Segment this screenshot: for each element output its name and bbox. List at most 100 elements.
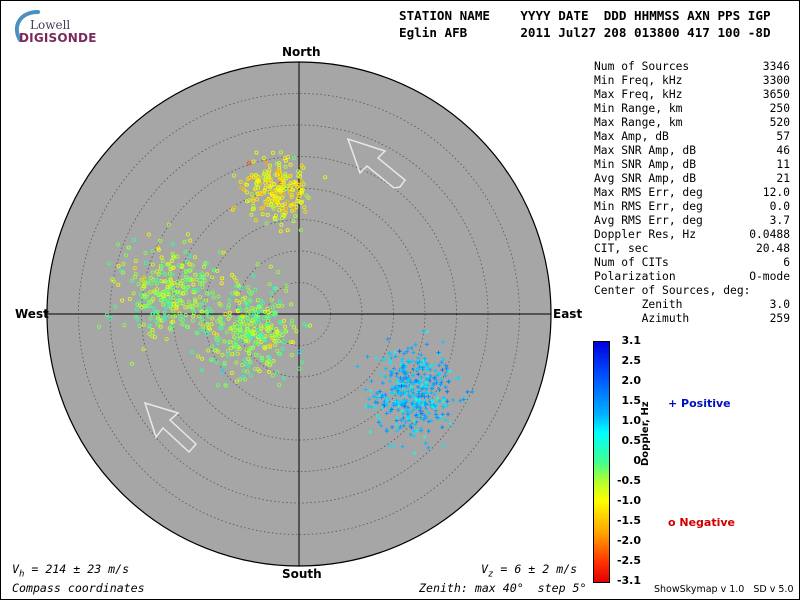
source-point-negative bbox=[293, 182, 298, 187]
source-point-negative bbox=[255, 197, 260, 202]
source-point-negative bbox=[202, 278, 207, 283]
source-point-negative bbox=[282, 214, 287, 219]
source-point-negative bbox=[302, 322, 307, 327]
source-point-negative bbox=[264, 221, 269, 226]
source-point-negative bbox=[174, 304, 179, 309]
stat-label: Doppler Res, Hz bbox=[594, 228, 697, 241]
source-point-negative bbox=[238, 335, 243, 340]
source-point-negative bbox=[200, 316, 205, 321]
colorbar-tick: 3.1 bbox=[621, 334, 642, 347]
source-point-negative bbox=[167, 285, 172, 290]
source-point-positive bbox=[418, 378, 423, 383]
source-point-negative bbox=[293, 180, 298, 185]
coordinates-note: Compass coordinates bbox=[12, 581, 145, 595]
source-point-negative bbox=[276, 270, 281, 275]
source-point-negative bbox=[266, 176, 271, 181]
source-point-negative bbox=[256, 305, 261, 310]
source-point-negative bbox=[214, 348, 219, 353]
source-point-negative bbox=[238, 285, 243, 290]
source-point-negative bbox=[243, 295, 248, 300]
source-point-negative bbox=[272, 310, 277, 315]
source-point-negative bbox=[266, 329, 271, 334]
stat-label: Polarization bbox=[594, 270, 676, 283]
source-point-positive bbox=[401, 363, 406, 368]
source-point-negative bbox=[133, 258, 138, 263]
stat-label: Max RMS Err, deg bbox=[594, 186, 703, 199]
source-point-negative bbox=[301, 165, 306, 170]
source-point-negative bbox=[292, 208, 297, 213]
source-point-positive bbox=[432, 375, 437, 380]
logo-text-lowell: Lowell bbox=[30, 18, 71, 32]
source-point-positive bbox=[436, 371, 441, 376]
drift-arrow-ne bbox=[346, 137, 407, 189]
colorbar-tick: -1.5 bbox=[616, 514, 641, 527]
source-point-negative bbox=[194, 330, 199, 335]
source-point-negative bbox=[258, 181, 263, 186]
source-point-negative bbox=[265, 198, 270, 203]
source-point-negative bbox=[257, 369, 262, 374]
source-point-positive bbox=[385, 403, 390, 408]
source-point-negative bbox=[250, 207, 255, 212]
source-point-positive bbox=[416, 356, 421, 361]
source-point-negative bbox=[150, 248, 155, 253]
source-point-negative bbox=[116, 242, 121, 247]
source-point-positive bbox=[389, 372, 394, 377]
source-point-positive bbox=[390, 384, 395, 389]
source-point-negative bbox=[211, 295, 216, 300]
source-point-negative bbox=[238, 316, 243, 321]
source-point-negative bbox=[269, 291, 274, 296]
source-point-negative bbox=[288, 162, 293, 167]
source-point-positive bbox=[432, 391, 437, 396]
source-point-negative bbox=[175, 254, 180, 259]
stat-value: 12.0 bbox=[762, 186, 790, 199]
source-point-negative bbox=[154, 287, 159, 292]
source-point-negative bbox=[268, 343, 273, 348]
source-point-negative bbox=[260, 357, 265, 362]
source-point-negative bbox=[134, 307, 139, 312]
colorbar-tick: 0.5 bbox=[621, 434, 642, 447]
source-point-negative bbox=[248, 321, 253, 326]
source-point-negative bbox=[289, 302, 294, 307]
source-point-negative bbox=[142, 296, 147, 301]
source-point-negative bbox=[167, 301, 172, 306]
source-point-negative bbox=[301, 182, 306, 187]
source-point-positive bbox=[427, 411, 432, 416]
source-point-positive bbox=[391, 403, 396, 408]
source-point-negative bbox=[280, 346, 285, 351]
source-point-negative bbox=[306, 195, 311, 200]
source-point-negative bbox=[157, 238, 162, 243]
source-point-negative bbox=[293, 213, 298, 218]
colorbar-tick: -0.5 bbox=[616, 474, 641, 487]
source-point-negative bbox=[206, 326, 211, 331]
source-point-negative bbox=[274, 339, 279, 344]
source-point-negative bbox=[175, 279, 180, 284]
source-point-negative bbox=[270, 305, 275, 310]
source-point-negative bbox=[235, 330, 240, 335]
source-point-negative bbox=[143, 261, 148, 266]
colorbar-tick: 1.5 bbox=[621, 394, 642, 407]
source-point-positive bbox=[413, 422, 418, 427]
source-point-positive bbox=[399, 383, 404, 388]
stat-value: 0.0488 bbox=[749, 228, 790, 241]
source-point-positive bbox=[381, 402, 386, 407]
source-point-positive bbox=[440, 425, 445, 430]
source-point-negative bbox=[214, 337, 219, 342]
stat-value: 3346 bbox=[762, 60, 790, 73]
source-point-negative bbox=[122, 323, 127, 328]
source-point-positive bbox=[437, 399, 442, 404]
source-point-negative bbox=[163, 279, 168, 284]
source-point-negative bbox=[283, 172, 288, 177]
source-point-positive bbox=[414, 379, 419, 384]
source-point-positive bbox=[393, 354, 398, 359]
source-point-negative bbox=[184, 285, 189, 290]
source-point-negative bbox=[228, 326, 233, 331]
source-point-negative bbox=[148, 275, 153, 280]
source-point-positive bbox=[396, 381, 401, 386]
source-point-negative bbox=[253, 218, 258, 223]
source-point-negative bbox=[171, 265, 176, 270]
source-point-positive bbox=[404, 384, 409, 389]
source-point-negative bbox=[242, 187, 247, 192]
source-point-negative bbox=[241, 368, 246, 373]
source-point-negative bbox=[198, 281, 203, 286]
source-point-positive bbox=[402, 404, 407, 409]
